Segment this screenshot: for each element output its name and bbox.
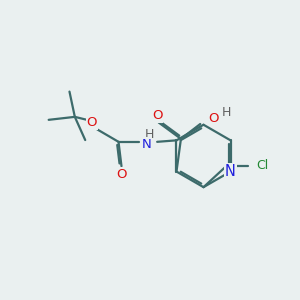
Text: O: O [152,110,162,122]
Text: O: O [86,116,97,129]
Text: O: O [116,168,127,181]
Text: H: H [222,106,231,119]
Text: Cl: Cl [256,159,269,172]
Text: H: H [145,128,154,141]
Text: N: N [225,164,236,179]
Text: N: N [142,138,152,151]
Text: O: O [208,112,219,125]
